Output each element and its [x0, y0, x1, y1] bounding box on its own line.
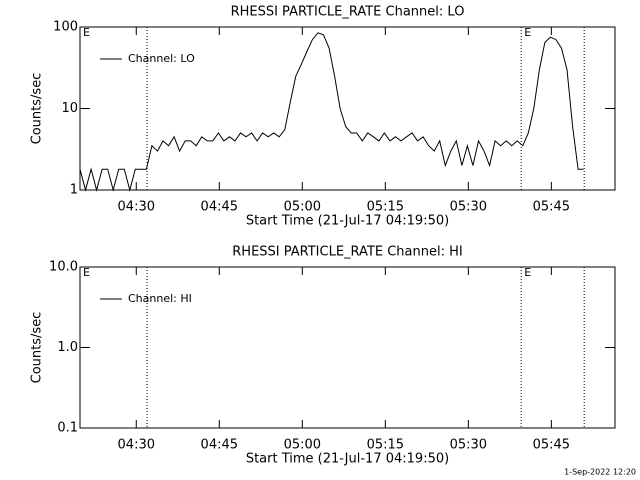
x-tick-label: 04:30 [118, 200, 155, 215]
x-tick-label: 04:45 [201, 438, 238, 453]
timestamp: 1-Sep-2022 12:20 [564, 468, 636, 477]
y-tick-label: 10.0 [49, 260, 78, 275]
annotation: E [524, 26, 531, 39]
x-tick-label: 05:30 [450, 200, 487, 215]
annotation: E [83, 26, 90, 39]
legend-label: Channel: HI [128, 292, 192, 305]
x-axis-label: Start Time (21-Jul-17 04:19:50) [246, 452, 449, 467]
y-tick-label: 0.1 [57, 421, 78, 436]
annotation: E [524, 266, 531, 279]
x-tick-label: 05:45 [533, 438, 570, 453]
annotation: E [83, 266, 90, 279]
y-axis-label: Counts/sec [30, 73, 45, 145]
y-axis-label: Counts/sec [30, 312, 45, 384]
x-tick-label: 05:15 [367, 200, 404, 215]
chart-title: RHESSI PARTICLE_RATE Channel: HI [232, 245, 462, 260]
y-tick-label: 1.0 [57, 340, 78, 355]
y-tick-label: 1 [70, 183, 78, 198]
y-tick-label: 10 [61, 101, 78, 116]
x-tick-label: 05:00 [284, 438, 321, 453]
x-tick-label: 04:30 [118, 438, 155, 453]
x-tick-label: 05:15 [367, 438, 404, 453]
x-tick-label: 04:45 [201, 200, 238, 215]
y-tick-label: 100 [53, 20, 78, 35]
data-line [79, 32, 584, 192]
x-tick-label: 05:45 [533, 200, 570, 215]
chart-title: RHESSI PARTICLE_RATE Channel: LO [231, 5, 465, 20]
x-axis-label: Start Time (21-Jul-17 04:19:50) [246, 214, 449, 229]
x-tick-label: 05:00 [284, 200, 321, 215]
x-tick-label: 05:30 [450, 438, 487, 453]
legend-label: Channel: LO [128, 52, 195, 65]
